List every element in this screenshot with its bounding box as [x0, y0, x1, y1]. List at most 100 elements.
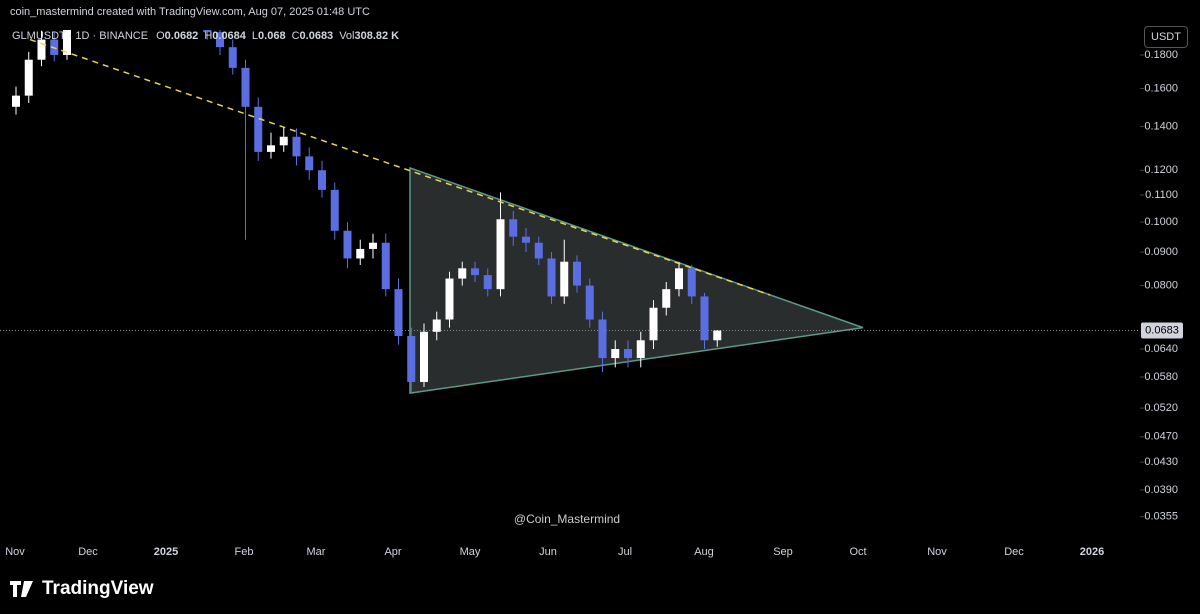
candle-body: [369, 242, 377, 249]
y-tick-label: 0.0470: [1144, 431, 1178, 443]
candle-body: [356, 248, 365, 259]
candle-body: [203, 30, 212, 33]
x-tick-label: Dec: [1004, 546, 1024, 558]
candle-body: [12, 95, 20, 107]
trendline: [29, 38, 771, 296]
legend-label: C: [292, 30, 300, 42]
candle-body: [330, 189, 339, 231]
candle-body: [509, 219, 518, 237]
x-tick-label: 2026: [1080, 546, 1104, 558]
x-tick-label: Nov: [5, 546, 25, 558]
plot-area: [0, 0, 1140, 395]
y-tick-label: 0.0430: [1144, 456, 1178, 468]
logo: [10, 581, 33, 597]
candle-body: [241, 67, 250, 107]
candle-body: [675, 268, 683, 290]
legend-label: Vol: [339, 30, 354, 42]
y-tick-label: 0.0580: [1144, 371, 1178, 383]
y-tick-label: 0.0355: [1144, 511, 1178, 523]
last-price-box: [1141, 322, 1183, 339]
candle-body: [573, 261, 581, 286]
legend: GLMUSDT · 1D · BINANCE O0.0682 H0.0684 L0.0…: [12, 30, 399, 42]
legend-label: O: [156, 30, 165, 42]
y-tick-label: 0.1800: [1144, 49, 1178, 61]
x-tick-label: Oct: [849, 546, 866, 558]
candle-body: [445, 278, 454, 320]
x-tick-label: May: [460, 546, 481, 558]
y-tick-label: 0.0640: [1144, 343, 1178, 355]
legend-value: 0.068: [258, 30, 286, 42]
legend-value: 0.0683: [300, 30, 334, 42]
candle-body: [279, 136, 288, 146]
x-tick-label: Jun: [539, 546, 557, 558]
y-tick-label: 0.0390: [1144, 484, 1178, 496]
x-tick-label: Jul: [618, 546, 632, 558]
candle-body: [420, 331, 428, 382]
y-tick-label: 0.1000: [1144, 216, 1178, 228]
watermark: @Coin_Mastermind: [514, 512, 620, 526]
candle-body: [254, 106, 263, 152]
y-tick-label: 0.1200: [1144, 164, 1178, 176]
candle-body: [394, 289, 403, 336]
last-price-label: 0.0683: [1145, 324, 1179, 336]
legend-value: 308.82 K: [354, 30, 399, 42]
candle-body: [649, 307, 658, 341]
candle-body: [216, 32, 224, 48]
candle-body: [432, 319, 441, 332]
candle-body: [560, 261, 569, 297]
candle-body: [611, 349, 620, 359]
candle-body: [687, 268, 696, 297]
candle-body: [407, 335, 416, 382]
candle-body: [24, 59, 33, 96]
candle-body: [700, 296, 709, 341]
legend-label: L: [252, 30, 258, 42]
candle-body: [713, 330, 722, 341]
triangle: [409, 166, 864, 395]
footer: TradingView: [10, 578, 154, 600]
candle-body: [381, 242, 390, 290]
x-tick-label: Feb: [235, 546, 254, 558]
y-tick-label: 0.1100: [1145, 189, 1178, 201]
candle-body: [191, 0, 199, 11]
legend-label: H: [204, 30, 212, 42]
candle-body: [343, 230, 352, 259]
candle-body: [37, 39, 46, 60]
y-tick-label: 0.0520: [1144, 402, 1178, 414]
x-tick-label: Mar: [307, 546, 326, 558]
x-tick-label: Nov: [927, 546, 947, 558]
legend-symbol: GLMUSDT · 1D · BINANCE: [12, 30, 148, 42]
candle-body: [305, 156, 314, 171]
candle-body: [292, 136, 301, 157]
candle-body: [522, 236, 530, 243]
candle-body: [63, 30, 71, 55]
axes: GLMUSDT · 1D · BINANCE O0.0682 H0.0684 L0.0…: [5, 30, 1183, 558]
y-tick-label: 0.0800: [1144, 279, 1178, 291]
legend-value: 0.0682: [165, 30, 199, 42]
x-tick-label: Dec: [78, 546, 98, 558]
candle-body: [598, 319, 607, 359]
candle-body: [483, 275, 492, 290]
x-tick-label: Apr: [384, 546, 401, 558]
candle-body: [624, 349, 632, 359]
candle-body: [76, 0, 84, 18]
candle-body: [318, 170, 326, 190]
header: coin_mastermind created with TradingView…: [10, 6, 370, 18]
candle-body: [471, 268, 479, 276]
x-tick-label: Aug: [694, 546, 714, 558]
candle-body: [636, 340, 645, 359]
candle-body: [267, 145, 275, 152]
x-tick-label: Sep: [773, 546, 793, 558]
candle-body: [228, 47, 237, 68]
candle-body: [534, 242, 543, 259]
y-tick-label: 0.1600: [1144, 82, 1178, 94]
y-tick-label: 0.1400: [1144, 120, 1178, 132]
x-tick-label: 2025: [154, 546, 178, 558]
candle-body: [458, 268, 467, 279]
candle-body: [585, 285, 594, 320]
currency-button[interactable]: USDT: [1144, 26, 1188, 48]
legend-value: 0.0684: [212, 30, 247, 42]
candle-body: [496, 219, 505, 290]
candle-body: [547, 258, 556, 297]
footer-text: TradingView: [42, 578, 154, 599]
